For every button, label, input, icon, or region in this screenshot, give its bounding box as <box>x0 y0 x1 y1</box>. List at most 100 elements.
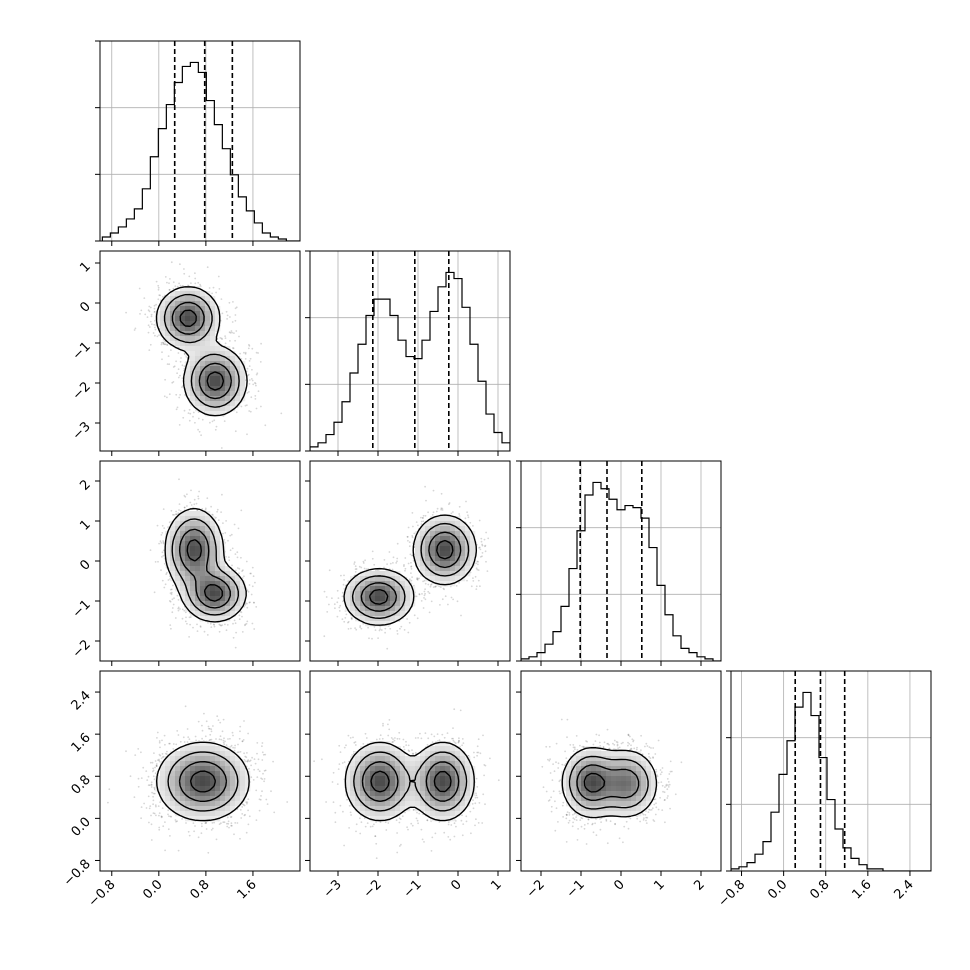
scatter-point <box>248 410 251 412</box>
histogram-step <box>310 271 510 451</box>
density-cell <box>210 561 216 567</box>
scatter-point <box>197 495 200 498</box>
scatter-point <box>422 514 425 517</box>
scatter-point <box>196 630 199 632</box>
density-cell <box>185 371 191 377</box>
scatter-point <box>232 347 235 350</box>
panel-frame <box>99 40 301 242</box>
scatter-point <box>255 384 257 387</box>
scatter-point <box>228 331 231 334</box>
scatter-point <box>197 497 200 500</box>
scatter-point <box>336 601 339 604</box>
scatter-point <box>164 583 167 586</box>
scatter-point <box>440 507 443 510</box>
scatter-point <box>152 332 155 334</box>
scatter-point <box>336 615 339 618</box>
density-cell <box>210 576 216 582</box>
scatter-point <box>179 263 181 266</box>
density-cell <box>210 356 216 362</box>
scatter-point <box>166 571 168 574</box>
scatter-point <box>234 553 237 555</box>
density-cell <box>180 541 186 547</box>
scatter-point <box>334 607 336 610</box>
density-cell <box>185 366 191 372</box>
scatter-point <box>175 408 178 411</box>
scatter-point <box>411 535 414 537</box>
scatter-point <box>347 621 349 624</box>
scatter-point <box>213 624 216 626</box>
scatter-point <box>239 352 242 355</box>
scatter-point <box>166 281 168 284</box>
scatter-point <box>133 329 136 331</box>
scatter-point <box>155 280 158 283</box>
scatter-point <box>215 291 218 294</box>
density-cell <box>210 611 216 617</box>
density-cell <box>180 566 186 572</box>
scatter-point <box>243 575 245 578</box>
scatter-point <box>264 424 267 427</box>
scatter-point <box>224 623 226 626</box>
density-cell <box>185 526 191 532</box>
scatter-point <box>215 425 218 428</box>
scatter-point <box>244 351 247 354</box>
histogram-step <box>731 691 931 871</box>
scatter-point <box>420 600 423 602</box>
density-cell <box>205 371 211 377</box>
density-cell <box>170 531 176 537</box>
scatter-point <box>226 318 229 320</box>
scatter-point <box>246 620 249 623</box>
scatter-point <box>197 281 200 284</box>
scatter-point <box>350 618 353 621</box>
density-cell <box>240 601 246 607</box>
scatter-point <box>472 577 474 579</box>
scatter-point <box>412 559 415 562</box>
scatter-point <box>455 585 458 587</box>
scatter-point <box>230 533 233 536</box>
scatter-point <box>336 589 339 592</box>
density-cell <box>235 396 241 402</box>
scatter-point <box>184 495 187 498</box>
scatter-point <box>160 343 163 346</box>
scatter-point <box>172 584 174 587</box>
density-cell <box>200 526 206 532</box>
scatter-point <box>169 278 171 280</box>
scatter-point <box>235 411 238 414</box>
scatter-point <box>170 349 172 351</box>
density-cell <box>235 606 241 612</box>
density-cell <box>215 581 221 587</box>
scatter-point <box>143 297 146 299</box>
scatter-point <box>167 355 170 357</box>
scatter-point <box>323 635 326 638</box>
density-cell <box>200 586 206 592</box>
scatter-point <box>222 522 224 524</box>
scatter-point <box>410 566 412 568</box>
scatter-point <box>404 569 406 572</box>
scatter-point <box>350 627 352 630</box>
density-cell <box>205 316 211 322</box>
scatter-point <box>158 542 161 545</box>
density-cell <box>235 581 241 587</box>
scatter-point <box>367 626 369 629</box>
scatter-point <box>139 313 141 315</box>
scatter-point <box>161 579 164 582</box>
density-cell <box>220 356 226 362</box>
scatter-point <box>248 365 251 367</box>
density-cell <box>175 541 181 547</box>
density-cell <box>220 351 226 357</box>
scatter-point <box>240 405 243 408</box>
scatter-point <box>238 567 241 570</box>
scatter-point <box>422 517 424 519</box>
density-cell <box>195 381 201 387</box>
density-cell <box>190 376 196 382</box>
scatter-point <box>194 277 197 280</box>
density-cell <box>240 376 246 382</box>
scatter-point <box>153 304 156 307</box>
scatter-point <box>257 352 259 354</box>
density-cell <box>160 321 166 327</box>
density-cell <box>160 326 166 332</box>
scatter-point <box>177 376 180 379</box>
scatter-point <box>416 578 418 580</box>
density-cell <box>190 321 196 327</box>
panel-frame <box>99 250 301 452</box>
density-cell <box>175 341 181 347</box>
